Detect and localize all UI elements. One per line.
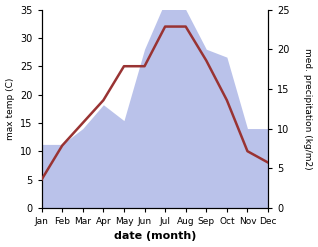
X-axis label: date (month): date (month) [114,231,196,242]
Y-axis label: med. precipitation (kg/m2): med. precipitation (kg/m2) [303,48,313,169]
Y-axis label: max temp (C): max temp (C) [5,78,15,140]
